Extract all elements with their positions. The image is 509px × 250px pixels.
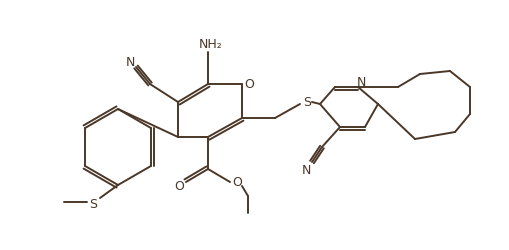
Text: S: S [89, 198, 97, 211]
Text: NH₂: NH₂ [199, 37, 222, 50]
Text: S: S [302, 96, 310, 109]
Text: N: N [301, 163, 310, 176]
Text: N: N [125, 56, 134, 69]
Text: O: O [174, 180, 184, 193]
Text: O: O [232, 176, 241, 189]
Text: N: N [356, 76, 365, 89]
Text: O: O [244, 77, 253, 90]
